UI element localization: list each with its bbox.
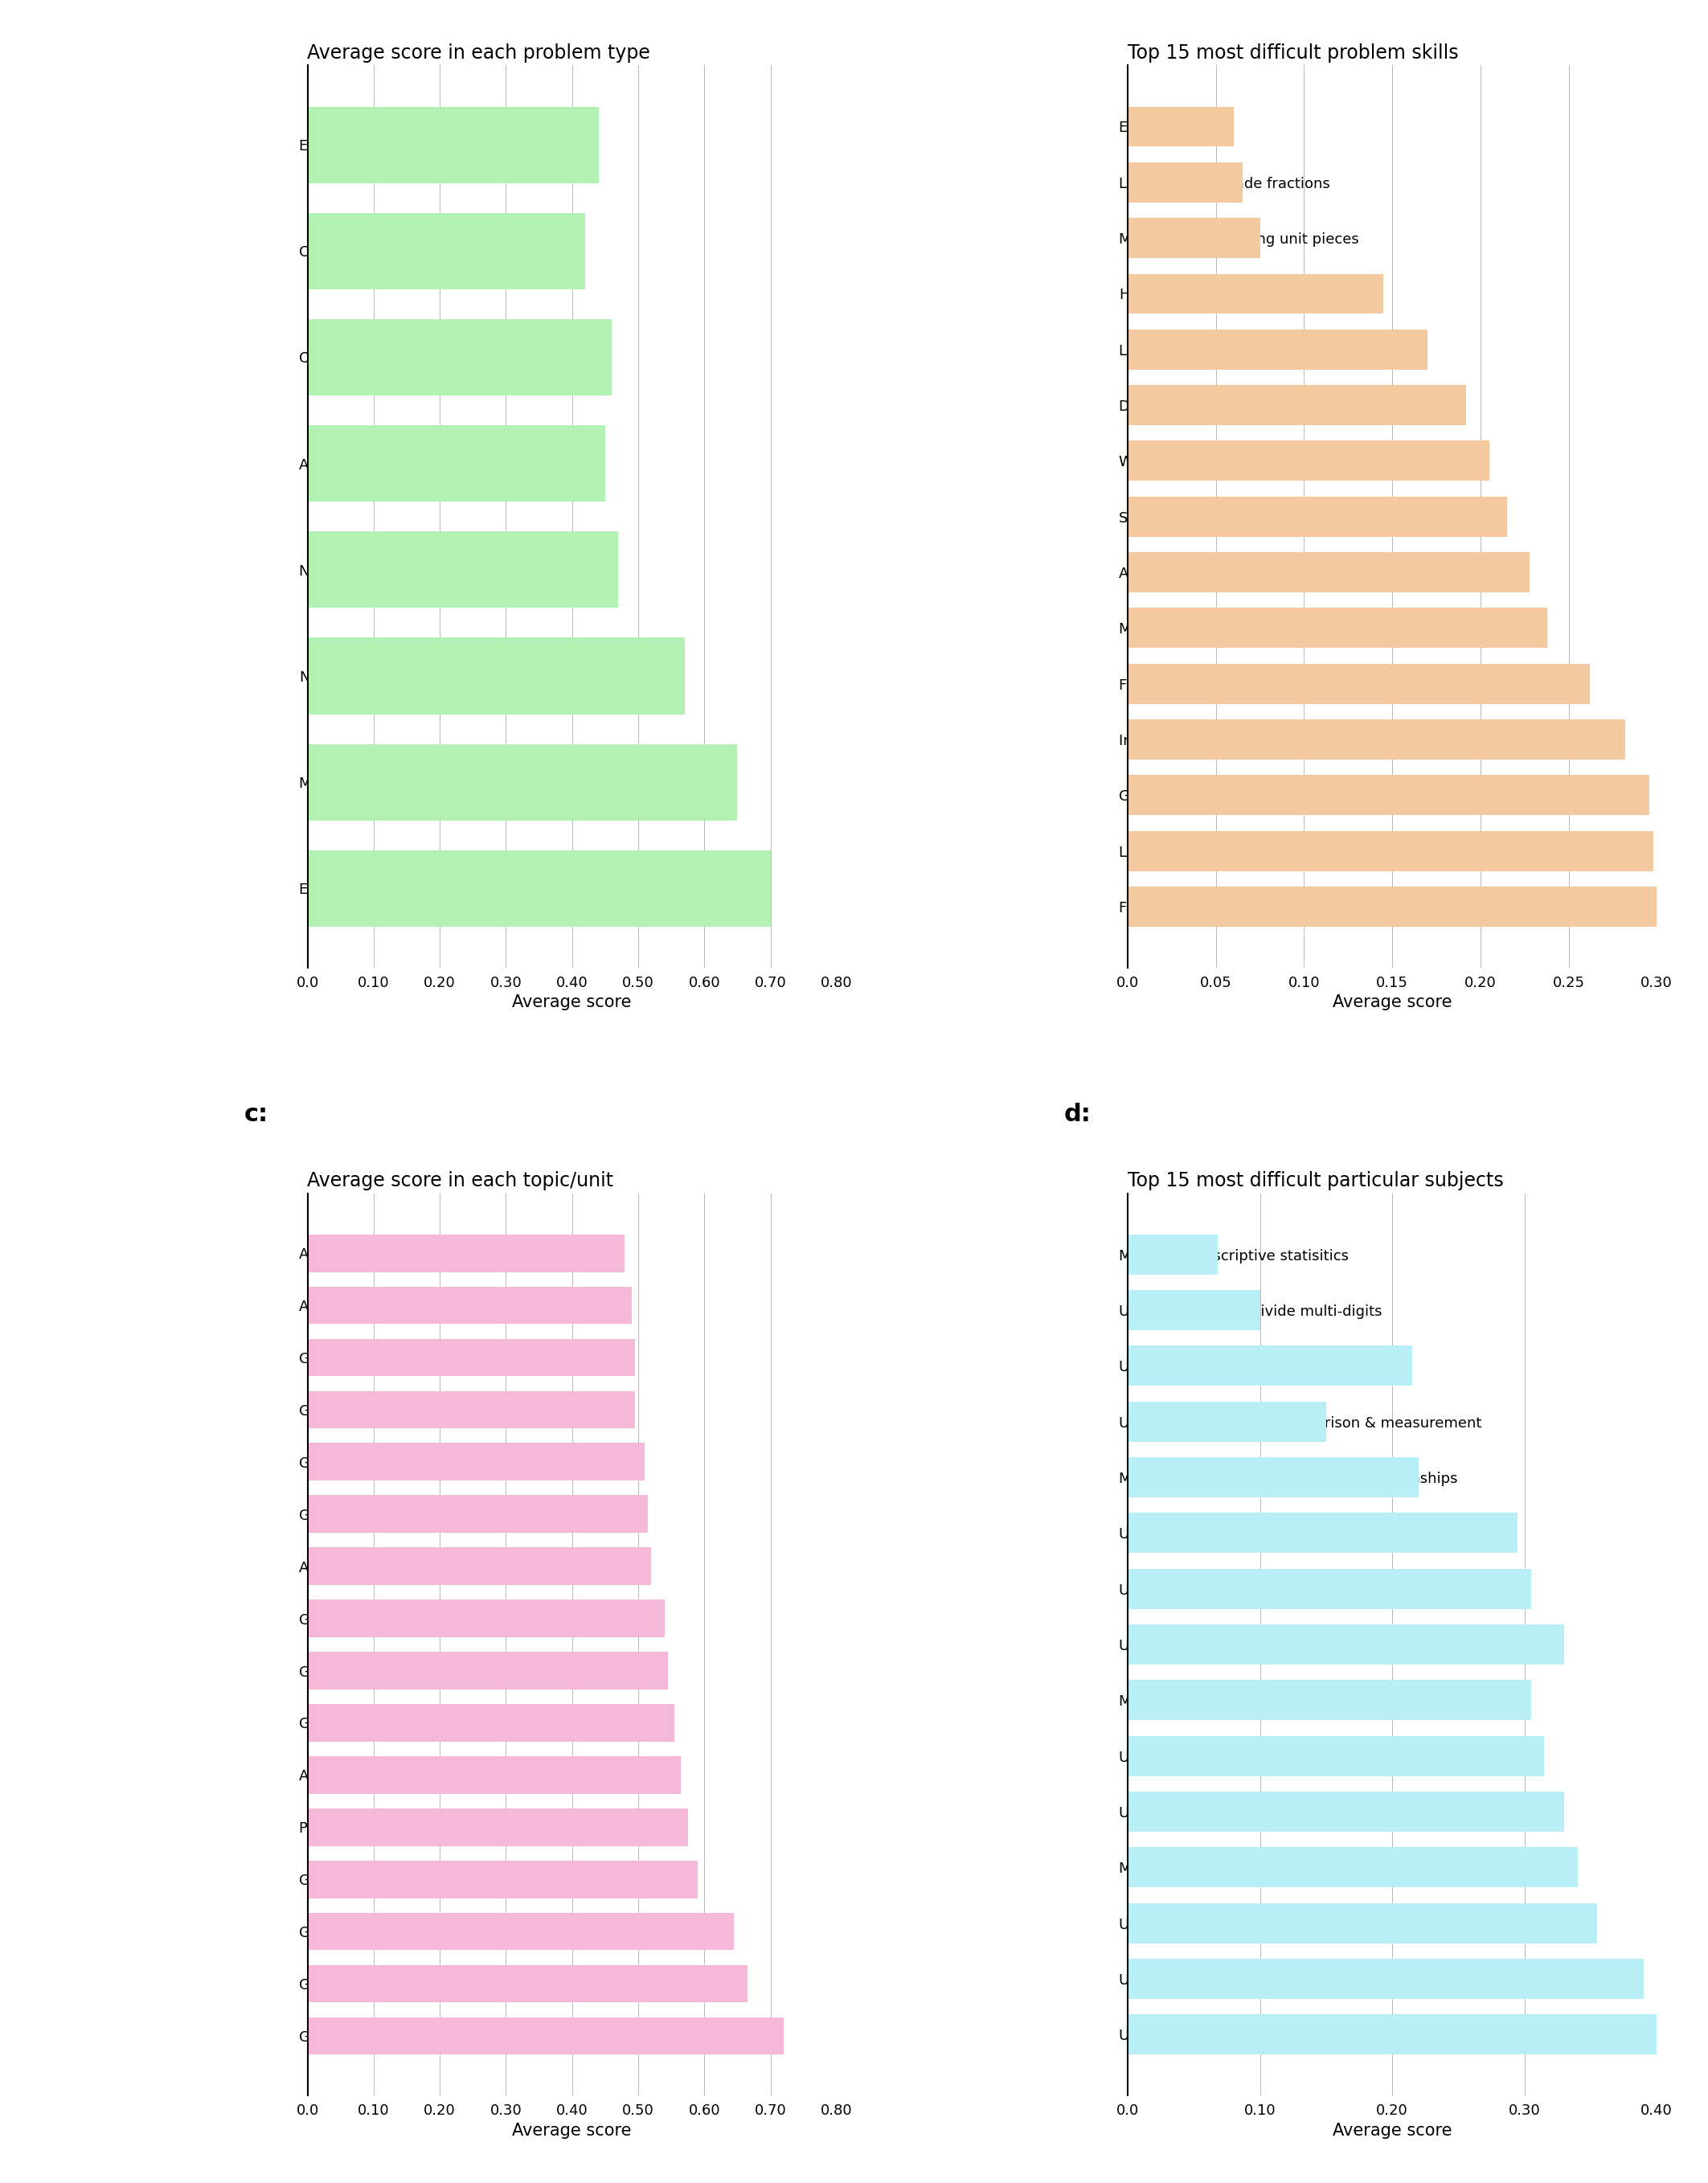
Bar	[1127, 1458, 1419, 1498]
Bar	[307, 744, 738, 821]
Bar	[1127, 1847, 1578, 1888]
Bar	[1127, 552, 1530, 592]
Bar	[307, 1233, 625, 1273]
Bar	[1127, 1735, 1544, 1777]
Bar	[1127, 441, 1489, 480]
Bar	[307, 1965, 748, 2002]
Bar	[1127, 218, 1261, 258]
Bar	[1127, 1958, 1643, 2000]
Bar	[307, 1912, 734, 1949]
Bar	[307, 1705, 675, 1742]
Bar	[1127, 1681, 1530, 1720]
Text: d:: d:	[1064, 1102, 1091, 1126]
Bar	[1127, 496, 1506, 537]
Bar	[1127, 775, 1650, 814]
Bar	[307, 1338, 635, 1375]
Bar	[1127, 720, 1624, 760]
Text: Top 15 most difficult particular subjects: Top 15 most difficult particular subject…	[1127, 1172, 1503, 1190]
Bar	[1127, 1570, 1530, 1609]
Bar	[307, 1443, 646, 1480]
Bar	[307, 1808, 688, 1847]
Bar	[1127, 1401, 1325, 1441]
Bar	[307, 1391, 635, 1428]
Bar	[1127, 609, 1547, 648]
Bar	[1127, 1347, 1413, 1386]
Bar	[1127, 1792, 1565, 1832]
Bar	[1127, 107, 1233, 146]
Bar	[307, 1600, 664, 1637]
X-axis label: Average score: Average score	[512, 2122, 632, 2139]
Text: Average score in each problem type: Average score in each problem type	[307, 44, 651, 63]
Bar	[307, 1495, 647, 1532]
Bar	[1127, 832, 1653, 871]
Bar	[1127, 1624, 1565, 1666]
Bar	[307, 107, 598, 183]
Bar	[307, 1755, 681, 1794]
X-axis label: Average score: Average score	[512, 995, 632, 1011]
Bar	[1127, 1904, 1597, 1943]
Text: c:: c:	[244, 1102, 268, 1126]
Text: Top 15 most difficult problem skills: Top 15 most difficult problem skills	[1127, 44, 1459, 63]
Bar	[307, 426, 605, 502]
X-axis label: Average score: Average score	[1332, 995, 1452, 1011]
Bar	[1127, 1513, 1518, 1552]
Bar	[1127, 273, 1383, 314]
Text: Average score in each topic/unit: Average score in each topic/unit	[307, 1172, 613, 1190]
Bar	[307, 1286, 632, 1325]
Bar	[307, 212, 586, 290]
Bar	[307, 1548, 651, 1585]
Bar	[1127, 1290, 1261, 1329]
Bar	[1127, 1233, 1218, 1275]
Bar	[307, 851, 770, 928]
Bar	[307, 530, 618, 609]
Bar	[1127, 330, 1428, 369]
X-axis label: Average score: Average score	[1332, 2122, 1452, 2139]
Bar	[1127, 664, 1590, 703]
Bar	[307, 637, 685, 714]
Bar	[1127, 384, 1465, 426]
Bar	[307, 2017, 784, 2054]
Bar	[1127, 886, 1670, 928]
Bar	[1127, 2015, 1682, 2054]
Bar	[307, 319, 611, 395]
Bar	[307, 1653, 668, 1690]
Bar	[1127, 162, 1242, 203]
Bar	[307, 1860, 697, 1899]
